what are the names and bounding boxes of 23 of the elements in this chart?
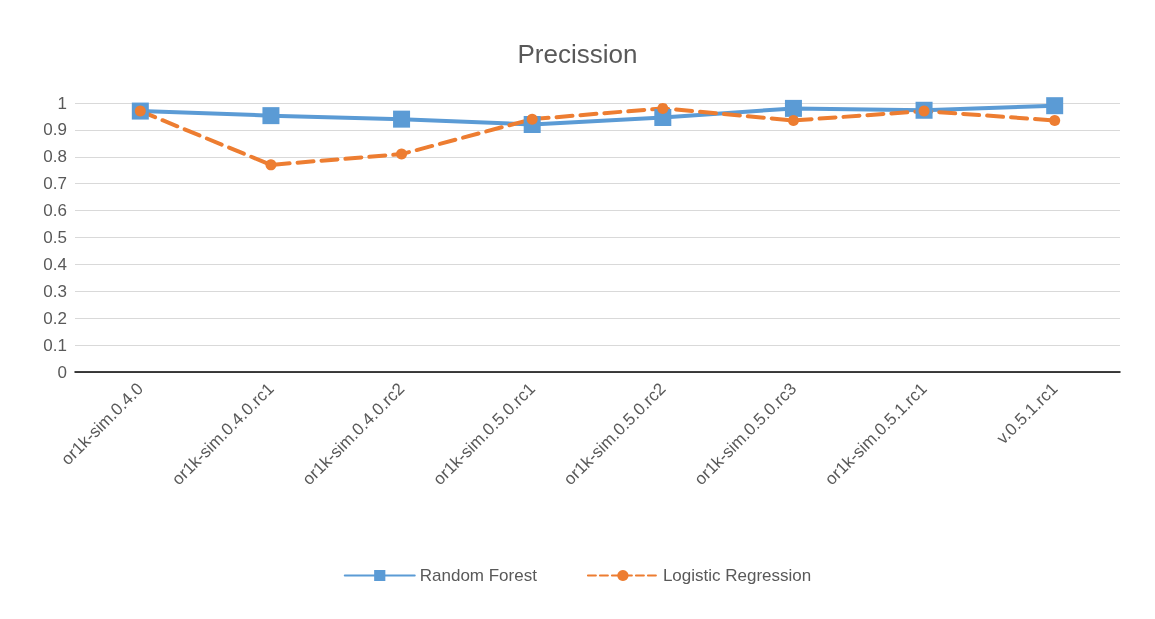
point	[784, 99, 802, 117]
point	[396, 148, 408, 160]
chart-title: Precission	[517, 39, 638, 69]
y-tick-label: 0.6	[43, 201, 67, 221]
y-tick-label: 0.5	[43, 228, 67, 247]
y-tick-label: 0.1	[43, 335, 67, 355]
y-tick-label: 0.4	[43, 254, 67, 274]
y-tick-label: 0.3	[43, 281, 67, 301]
point	[265, 159, 277, 171]
point	[1046, 97, 1064, 115]
y-tick-label: 0.8	[43, 147, 67, 167]
point	[262, 107, 280, 125]
legend-label: Random Forest	[419, 566, 538, 585]
point	[393, 110, 411, 128]
y-tick-label: 0.7	[43, 174, 67, 194]
legend-label: Logistic Regression	[662, 566, 812, 585]
point	[787, 114, 799, 126]
point	[1049, 114, 1061, 126]
y-tick-label: 0.2	[43, 308, 67, 328]
y-tick-label: 1	[57, 93, 67, 113]
point	[657, 102, 669, 114]
y-tick-label: 0.9	[43, 120, 67, 140]
y-tick-label: 0	[57, 362, 67, 382]
